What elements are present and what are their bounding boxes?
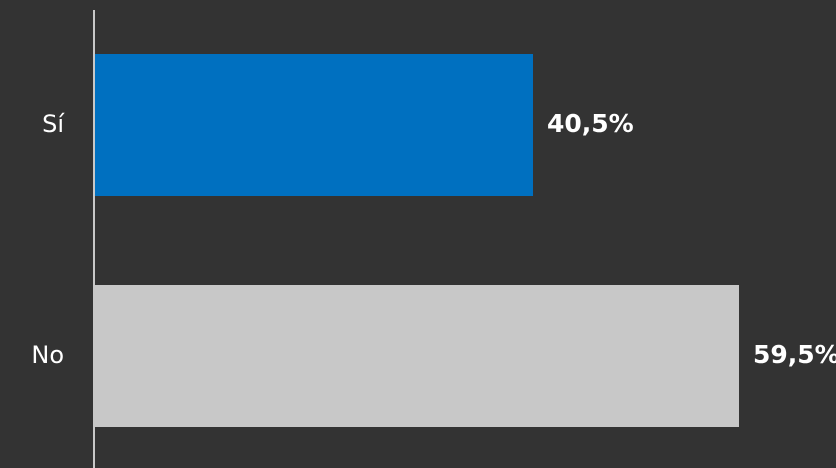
- bar-no: [95, 285, 739, 427]
- category-label: No: [31, 341, 64, 369]
- bars-group: Sí 40,5% No 59,5%: [31, 54, 836, 427]
- value-label: 59,5%: [753, 340, 836, 369]
- bar-si: [95, 54, 533, 196]
- value-label: 40,5%: [547, 109, 634, 138]
- category-label: Sí: [42, 110, 65, 138]
